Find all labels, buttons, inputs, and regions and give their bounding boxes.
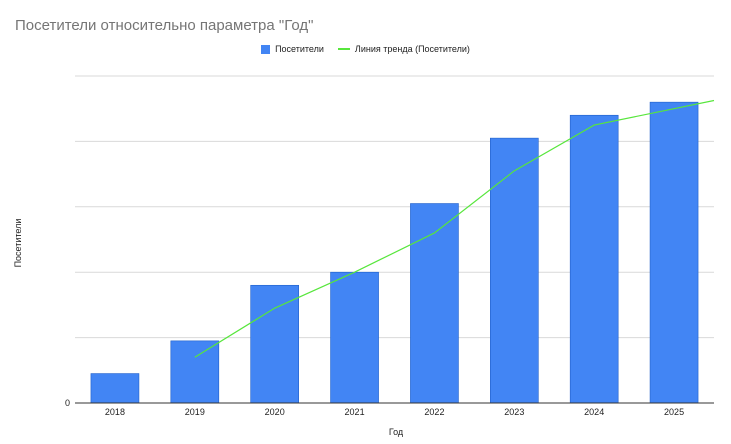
trendline bbox=[194, 99, 715, 358]
chart-title: Посетители относительно параметра "Год" bbox=[15, 17, 314, 34]
bar bbox=[90, 373, 140, 404]
x-tick-label: 2023 bbox=[504, 407, 524, 417]
legend-label-trendline: Линия тренда (Посетители) bbox=[354, 44, 470, 54]
bar bbox=[569, 114, 619, 404]
bar bbox=[330, 271, 379, 404]
bar bbox=[170, 340, 220, 404]
legend-item-trendline: Линия тренда (Посетители) bbox=[337, 44, 470, 54]
bar bbox=[649, 101, 699, 404]
legend-item-visitors: Посетители bbox=[261, 44, 324, 54]
x-tick-label: 2018 bbox=[105, 407, 125, 417]
legend-swatch-trendline bbox=[337, 48, 350, 50]
x-axis-label: Год bbox=[388, 427, 404, 437]
legend-label-visitors: Посетители bbox=[275, 44, 324, 54]
y-tick-label: 0 bbox=[65, 398, 70, 408]
legend: Посетители Линия тренда (Посетители) bbox=[0, 44, 731, 54]
bar bbox=[250, 284, 299, 404]
x-tick-label: 2020 bbox=[265, 407, 285, 417]
x-tick-label: 2025 bbox=[664, 407, 684, 417]
x-tick-label: 2022 bbox=[424, 407, 444, 417]
x-tick-label: 2019 bbox=[185, 407, 205, 417]
legend-swatch-visitors bbox=[261, 44, 271, 54]
x-tick-label: 2024 bbox=[584, 407, 604, 417]
bar bbox=[490, 137, 539, 404]
x-tick-label: 2021 bbox=[345, 407, 365, 417]
